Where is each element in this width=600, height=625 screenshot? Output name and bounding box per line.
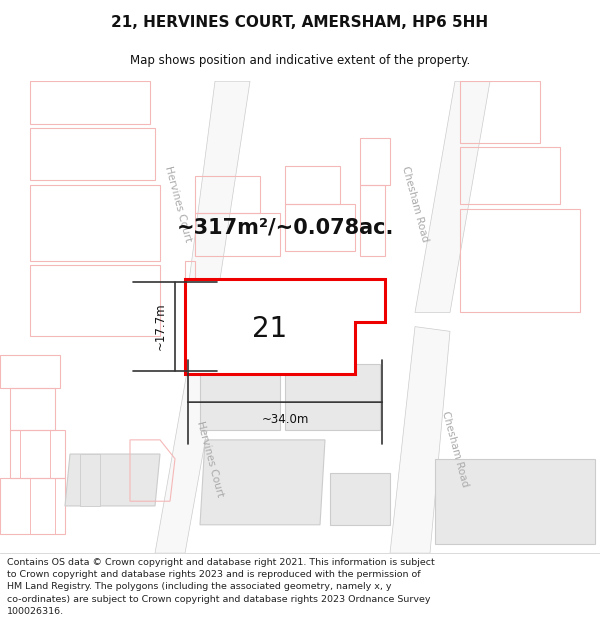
Text: Chesham Road: Chesham Road <box>400 165 430 243</box>
Text: ~34.0m: ~34.0m <box>262 414 308 426</box>
Polygon shape <box>155 327 225 553</box>
Polygon shape <box>415 81 490 312</box>
Polygon shape <box>65 454 160 506</box>
Polygon shape <box>435 459 595 544</box>
Text: 21: 21 <box>253 314 287 342</box>
Polygon shape <box>185 81 250 312</box>
Text: Chesham Road: Chesham Road <box>440 410 470 488</box>
Text: Map shows position and indicative extent of the property.: Map shows position and indicative extent… <box>130 54 470 68</box>
Polygon shape <box>200 440 325 525</box>
Text: 21, HERVINES COURT, AMERSHAM, HP6 5HH: 21, HERVINES COURT, AMERSHAM, HP6 5HH <box>112 15 488 30</box>
Polygon shape <box>200 364 280 431</box>
Polygon shape <box>285 364 380 431</box>
Polygon shape <box>390 327 450 553</box>
Polygon shape <box>330 473 390 525</box>
Polygon shape <box>185 279 385 374</box>
Text: ~17.7m: ~17.7m <box>154 302 167 351</box>
Polygon shape <box>80 454 100 506</box>
Text: Hervines Court: Hervines Court <box>163 165 193 243</box>
Text: ~317m²/~0.078ac.: ~317m²/~0.078ac. <box>176 217 394 238</box>
Text: Contains OS data © Crown copyright and database right 2021. This information is : Contains OS data © Crown copyright and d… <box>7 558 435 616</box>
Text: Hervines Court: Hervines Court <box>195 419 225 498</box>
